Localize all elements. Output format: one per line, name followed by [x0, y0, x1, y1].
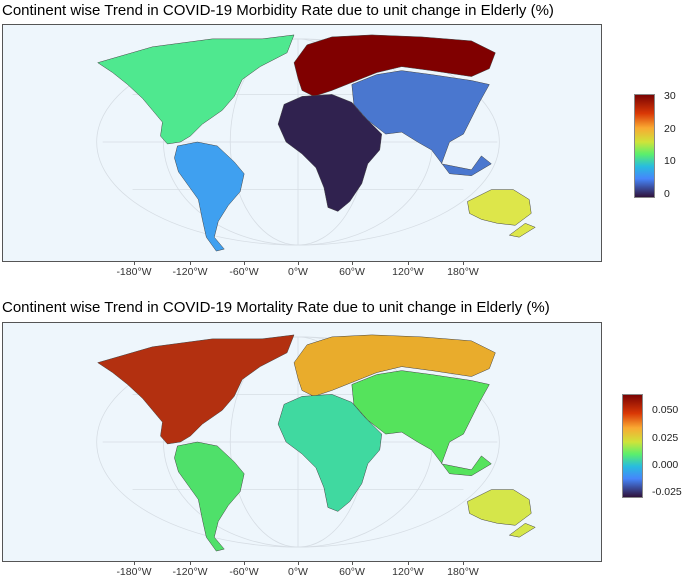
- x-tick: 60°W: [339, 266, 365, 278]
- continent-europe: [293, 334, 496, 397]
- legend-label: 0.025: [652, 432, 679, 444]
- x-tick: -60°W: [229, 266, 259, 278]
- continent-asia: [351, 70, 492, 176]
- legend-label: 0: [664, 188, 670, 200]
- x-tick: -180°W: [116, 566, 152, 578]
- x-tick: 120°W: [392, 266, 424, 278]
- continent-oceania: [467, 189, 536, 238]
- continent-asia: [351, 370, 492, 476]
- x-tick: -60°W: [229, 566, 259, 578]
- legend-label: 10: [664, 155, 676, 167]
- x-tick: -120°W: [172, 266, 208, 278]
- legend-colorbar: [622, 394, 643, 498]
- legend-label: 0.050: [652, 404, 679, 416]
- continent-south-america: [174, 141, 245, 252]
- x-tick: 120°W: [392, 566, 424, 578]
- continent-north-america: [97, 34, 295, 145]
- x-tick: 180°W: [447, 566, 479, 578]
- legend-morbidity: 30 20 10 0: [634, 90, 684, 200]
- legend-label: 0.000: [652, 459, 679, 471]
- x-tick: 180°W: [447, 266, 479, 278]
- map-mortality: [2, 322, 602, 562]
- panel-title-mortality: Continent wise Trend in COVID-19 Mortali…: [2, 299, 550, 316]
- continent-africa: [277, 94, 382, 212]
- x-tick: 0°W: [288, 566, 308, 578]
- legend-label: 30: [664, 90, 676, 102]
- continent-oceania: [467, 489, 536, 538]
- legend-colorbar: [634, 94, 655, 198]
- continent-north-america: [97, 334, 295, 445]
- legend-mortality: 0.050 0.025 0.000 -0.025: [622, 394, 684, 498]
- x-tick: -180°W: [116, 266, 152, 278]
- continent-south-america: [174, 441, 245, 552]
- world-map-svg: [96, 34, 536, 252]
- x-axis-ticks-mortality: -180°W -120°W -60°W 0°W 60°W 120°W 180°W: [2, 561, 602, 580]
- x-tick: 60°W: [339, 566, 365, 578]
- map-morbidity: [2, 24, 602, 262]
- continent-europe: [293, 34, 496, 97]
- panel-title-morbidity: Continent wise Trend in COVID-19 Morbidi…: [2, 2, 554, 19]
- x-axis-ticks-morbidity: -180°W -120°W -60°W 0°W 60°W 120°W 180°W: [2, 261, 602, 280]
- legend-label: 20: [664, 123, 676, 135]
- continent-africa: [277, 394, 382, 512]
- x-tick: -120°W: [172, 566, 208, 578]
- x-tick: 0°W: [288, 266, 308, 278]
- legend-label: -0.025: [652, 486, 682, 498]
- world-map-svg: [96, 334, 536, 552]
